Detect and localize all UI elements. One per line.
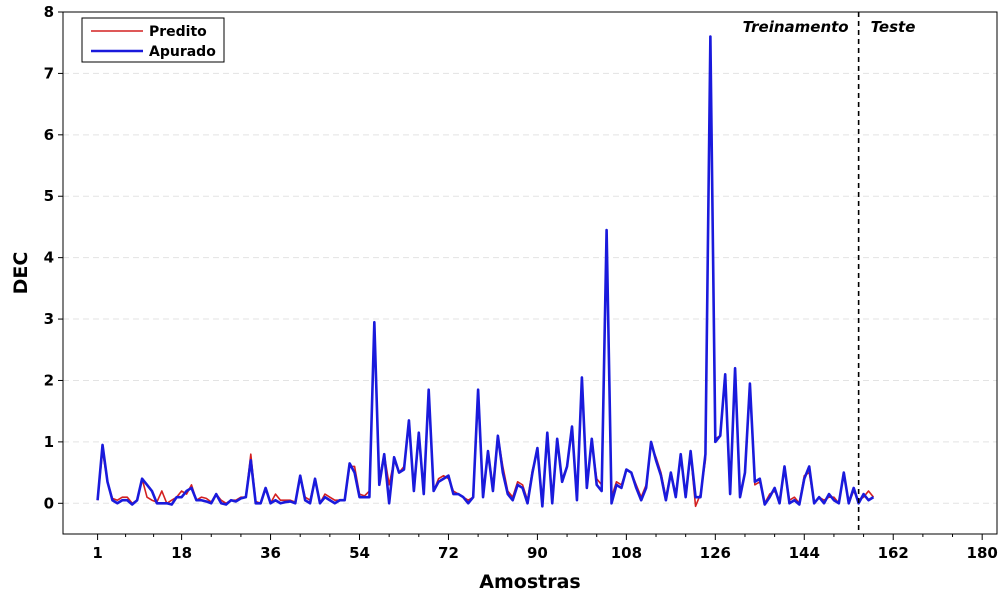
y-axis-label: DEC [10, 252, 32, 295]
x-tick-label: 36 [260, 544, 281, 562]
test-annotation: Teste [871, 18, 916, 36]
legend-label-apurado: Apurado [149, 44, 216, 60]
x-axis-label: Amostras [479, 571, 580, 593]
y-tick-label: 7 [44, 64, 54, 82]
train-annotation: Treinamento [743, 18, 849, 36]
y-tick-label: 5 [44, 187, 54, 205]
x-tick-label: 180 [967, 544, 998, 562]
y-tick-label: 4 [44, 249, 54, 267]
x-tick-label: 54 [349, 544, 370, 562]
y-tick-label: 0 [44, 494, 54, 512]
legend-label-predito: Predito [149, 24, 207, 40]
x-tick-label: 108 [611, 544, 642, 562]
y-tick-label: 8 [44, 3, 54, 21]
x-tick-label: 72 [438, 544, 459, 562]
x-tick-label: 1 [92, 544, 102, 562]
series-line-apurado [96, 35, 875, 508]
x-tick-label: 162 [878, 544, 909, 562]
y-tick-label: 2 [44, 371, 54, 389]
x-tick-label: 126 [700, 544, 731, 562]
y-tick-label: 3 [44, 310, 54, 328]
y-tick-label: 1 [44, 433, 54, 451]
legend-box [81, 17, 225, 63]
x-tick-label: 90 [527, 544, 548, 562]
y-tick-label: 6 [44, 126, 54, 144]
series-layer [96, 35, 875, 508]
axes: 0 1 2 3 4 5 6 7 8 1 18 36 54 72 90 108 126 144 162 180 [44, 3, 998, 562]
series-line-predito [96, 41, 875, 508]
x-tick-label: 18 [171, 544, 192, 562]
grid [63, 11, 997, 504]
x-tick-label: 144 [789, 544, 820, 562]
plot-frame [62, 11, 998, 535]
legend: Predito Apurado [81, 17, 225, 63]
